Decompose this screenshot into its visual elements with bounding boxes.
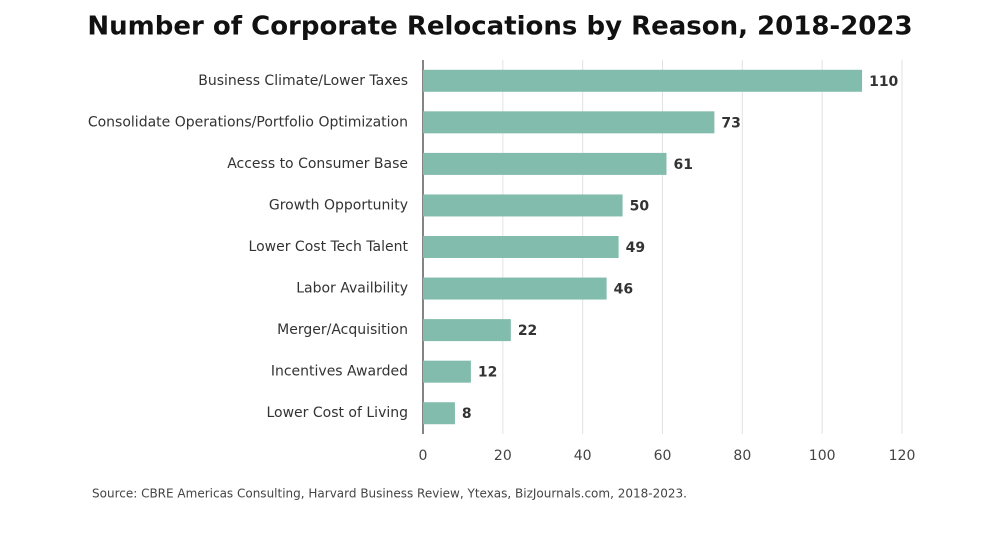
bar — [423, 69, 863, 92]
y-tick-label: Lower Cost of Living — [266, 405, 408, 421]
y-tick-label: Labor Availbility — [296, 281, 408, 297]
y-tick-label: Access to Consumer Base — [227, 156, 408, 172]
y-tick-label: Business Climate/Lower Taxes — [198, 73, 408, 89]
value-label: 73 — [721, 115, 740, 131]
value-label: 50 — [630, 198, 650, 214]
x-tick-label: 80 — [733, 448, 751, 464]
chart-title: Number of Corporate Relocations by Reaso… — [87, 12, 912, 42]
y-tick-label: Growth Opportunity — [269, 197, 408, 213]
y-tick-label: Incentives Awarded — [271, 364, 408, 380]
bar — [423, 319, 511, 342]
bar — [423, 111, 715, 134]
bar — [423, 194, 623, 217]
bar — [423, 402, 455, 425]
value-label: 61 — [673, 157, 692, 173]
x-tick-label: 0 — [419, 448, 428, 464]
bar — [423, 277, 607, 300]
source-note: Source: CBRE Americas Consulting, Harvar… — [92, 487, 687, 501]
y-tick-label: Merger/Acquisition — [277, 322, 408, 338]
value-label: 110 — [869, 74, 898, 90]
value-label: 46 — [614, 282, 633, 298]
x-tick-label: 60 — [654, 448, 672, 464]
bar — [423, 360, 471, 383]
value-label: 12 — [478, 365, 497, 381]
y-tick-label: Lower Cost Tech Talent — [249, 239, 409, 255]
x-tick-label: 40 — [574, 448, 592, 464]
y-tick-label: Consolidate Operations/Portfolio Optimiz… — [88, 114, 408, 130]
value-label: 22 — [518, 323, 537, 339]
x-tick-label: 100 — [809, 448, 836, 464]
x-tick-label: 20 — [494, 448, 512, 464]
bar — [423, 152, 667, 175]
x-tick-label: 120 — [889, 448, 916, 464]
value-label: 49 — [626, 240, 645, 256]
bar — [423, 236, 619, 258]
value-label: 8 — [462, 406, 472, 422]
